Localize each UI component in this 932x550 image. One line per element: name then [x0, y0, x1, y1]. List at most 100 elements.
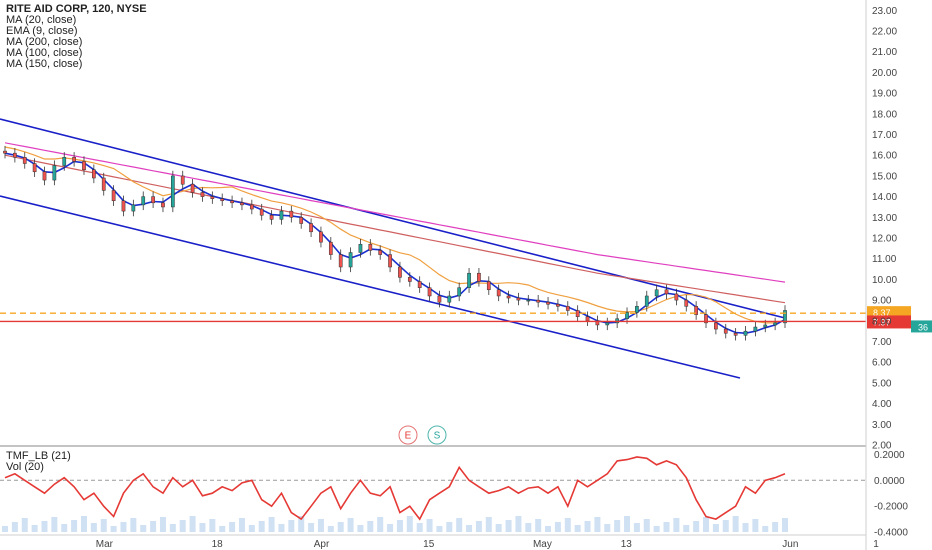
channel-lower-line — [0, 195, 741, 379]
volume-bar — [71, 520, 78, 532]
volume-bar — [406, 516, 413, 532]
volume-bar — [258, 521, 265, 532]
candles — [3, 145, 787, 341]
candle-body — [753, 326, 758, 332]
candle-body — [378, 250, 383, 255]
volume-bar — [525, 523, 532, 532]
price-tick-label: 3.00 — [872, 420, 892, 431]
candle-body — [398, 266, 402, 278]
candle-body — [3, 150, 7, 154]
candle-body — [279, 210, 284, 220]
volume-bar — [298, 516, 305, 532]
volume-bar — [416, 523, 423, 532]
legend-ma200: MA (200, close) — [6, 36, 83, 48]
candle-body — [526, 299, 531, 302]
volume-bar — [21, 518, 28, 532]
volume-bar — [229, 522, 236, 532]
candle-body — [249, 204, 254, 210]
candle-body — [52, 165, 57, 181]
candle-body — [763, 324, 768, 328]
volume-bar — [61, 524, 68, 532]
candle-body — [348, 252, 353, 268]
price-tick-label: 23.00 — [872, 6, 897, 17]
volume-bar — [466, 525, 473, 532]
candle-body — [625, 312, 629, 319]
volume-bar — [633, 523, 640, 532]
volume-bar — [2, 526, 8, 532]
volume-bar — [100, 519, 107, 532]
price-tick-label: 16.00 — [872, 151, 897, 162]
volume-bar — [673, 518, 680, 532]
time-tick-label: 15 — [423, 539, 435, 550]
volume-bar — [515, 516, 522, 532]
volume-bar — [347, 518, 354, 532]
volume-bar — [535, 519, 542, 532]
volume-bar — [150, 521, 157, 532]
candle-body — [299, 217, 304, 224]
volume-bar — [308, 523, 315, 532]
candle-body — [13, 152, 17, 158]
volume-bar — [120, 522, 127, 532]
candle-body — [220, 198, 225, 202]
candle-body — [704, 314, 708, 324]
price-tick-label: 10.00 — [872, 275, 897, 286]
price-tick-label: 18.00 — [872, 109, 897, 120]
candle-body — [417, 281, 422, 288]
candle-body — [240, 202, 244, 206]
volume-bar — [51, 517, 58, 532]
legend-ma100: MA (100, close) — [6, 47, 83, 59]
candle-body — [101, 177, 106, 191]
candle-body — [338, 254, 343, 268]
candle-body — [259, 208, 264, 216]
lower-legend-title: TMF_LB (21) — [6, 450, 71, 462]
volume-bar — [169, 524, 176, 532]
volume-bar — [268, 517, 275, 532]
volume-bar — [722, 520, 729, 532]
moving-averages — [4, 142, 786, 335]
volume-bar — [278, 524, 285, 532]
candle-body — [575, 310, 580, 317]
volume-bar — [663, 522, 670, 532]
split-button[interactable] — [427, 425, 447, 445]
price-tick-label: 14.00 — [872, 192, 897, 203]
candle-body — [447, 295, 452, 303]
candle-body — [427, 287, 432, 297]
candle-body — [684, 299, 689, 307]
candle-body — [289, 210, 294, 218]
ema9-line — [4, 152, 786, 335]
candle-body — [457, 287, 462, 297]
candle-body — [783, 310, 787, 324]
candle-body — [467, 272, 471, 288]
volume-bar — [762, 526, 769, 532]
volume-bar — [189, 516, 196, 532]
candle-body — [644, 295, 649, 307]
time-tick-label: Apr — [314, 539, 330, 550]
candle-body — [733, 332, 738, 336]
candle-body — [190, 183, 195, 193]
channel-upper-line — [0, 118, 786, 319]
candle-body — [319, 231, 323, 243]
volume-bar — [179, 520, 186, 532]
price-tick-label: 12.00 — [872, 234, 897, 245]
volume-bar — [752, 519, 759, 532]
volume-bar — [288, 520, 295, 532]
price-lines: 8.377.97 36 — [0, 306, 932, 333]
trend-channel — [0, 118, 786, 379]
volume-bar — [624, 516, 631, 532]
volume-bar — [367, 521, 374, 532]
candle-body — [565, 306, 570, 311]
volume-bar — [159, 517, 166, 532]
volume-bar — [545, 526, 552, 532]
candle-body — [180, 175, 185, 185]
volume-bar — [199, 523, 206, 532]
volume-bar — [653, 526, 660, 532]
time-tick-label: Mar — [96, 539, 114, 550]
volume-bar — [456, 518, 463, 532]
ma20-line — [4, 146, 786, 324]
candle-body — [723, 328, 728, 334]
volume-bar — [584, 521, 591, 532]
volume-bar — [574, 525, 581, 532]
candle-body — [674, 293, 679, 301]
earnings-button[interactable] — [398, 425, 418, 445]
candle-body — [161, 202, 165, 208]
